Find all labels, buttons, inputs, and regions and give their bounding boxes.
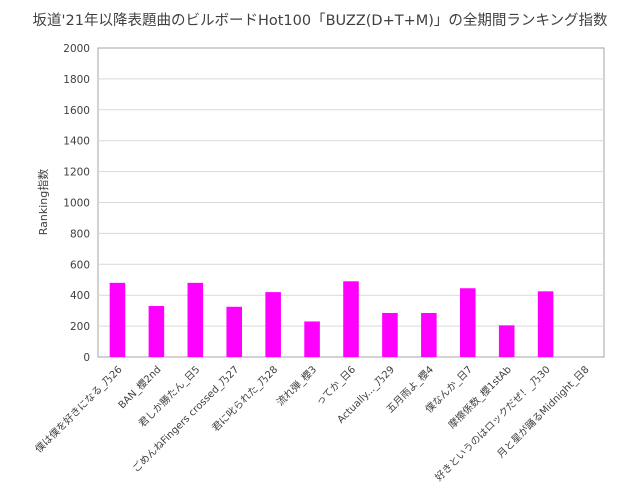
y-tick-label: 1200 [63, 167, 90, 179]
bar [421, 312, 437, 357]
bar [537, 291, 554, 357]
bar [187, 282, 204, 357]
x-tick-label: 流れ弾_櫻3 [274, 363, 320, 409]
bar [148, 306, 165, 357]
bar [226, 306, 243, 357]
x-tick-label: 君に叱られた_乃28 [210, 364, 281, 435]
x-tick-label: 僕は僕を好きになる_乃26 [32, 363, 124, 455]
y-tick-label: 1000 [63, 198, 90, 210]
y-tick-label: 1600 [63, 105, 90, 117]
y-tick-label: 400 [70, 290, 90, 302]
x-axis-labels: 僕は僕を好きになる_乃26BAN_櫻2nd君しか勝たん_日5ごめんねFinger… [32, 363, 592, 484]
y-tick-label: 1800 [63, 74, 90, 86]
chart-title: 坂道'21年以降表題曲のビルボードHot100「BUZZ(D+T+M)」の全期間… [32, 13, 608, 29]
bar [304, 321, 320, 357]
y-axis-label: Ranking指数 [36, 169, 50, 236]
bar [382, 312, 398, 357]
bar [265, 292, 281, 357]
y-tick-label: 0 [83, 352, 90, 364]
bars [109, 281, 554, 357]
y-tick-label: 600 [70, 259, 90, 271]
y-tick-label: 1400 [63, 136, 90, 148]
y-tick-label: 200 [70, 321, 90, 333]
y-axis-ticks: 0 200 400 600 800 1000 1200 1400 1600 1800 2000 [63, 43, 90, 364]
gridlines [98, 78, 604, 327]
bar [459, 288, 476, 357]
y-tick-label: 800 [70, 228, 90, 240]
y-tick-label: 2000 [63, 43, 90, 55]
bar [343, 281, 359, 357]
bar [109, 282, 126, 357]
bar [498, 325, 515, 357]
